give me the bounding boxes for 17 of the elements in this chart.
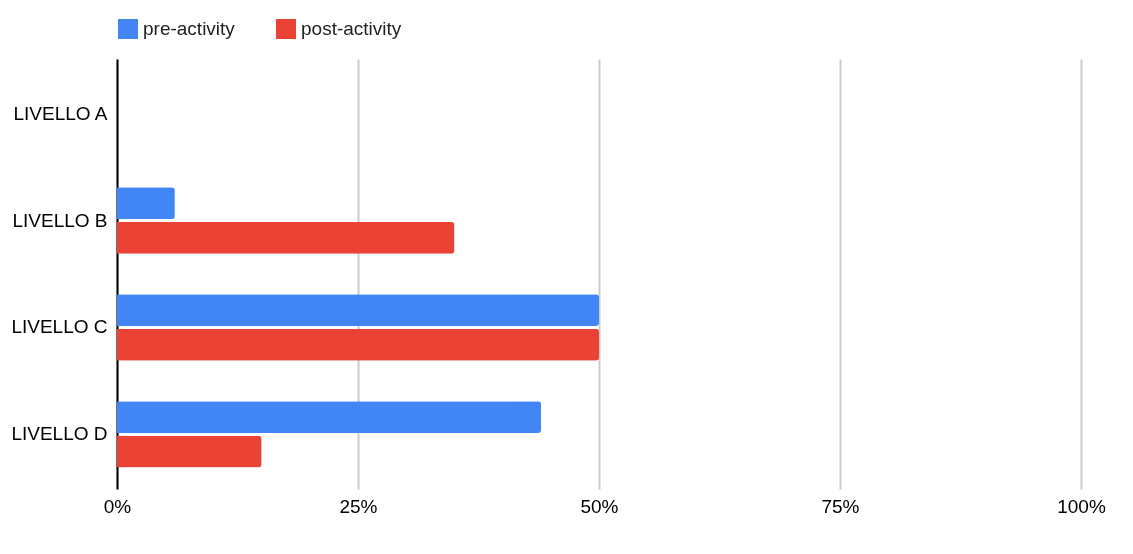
y-tick-label: LIVELLO D — [11, 423, 108, 445]
y-tick-label: LIVELLO A — [13, 102, 108, 124]
bar — [117, 221, 455, 254]
bar — [117, 401, 542, 434]
x-tick-label: 50% — [580, 495, 619, 517]
x-tick-label: 0% — [103, 495, 132, 517]
y-tick-label: LIVELLO C — [11, 316, 108, 338]
y-tick-label: LIVELLO B — [12, 209, 108, 231]
bar — [117, 328, 599, 361]
bar — [117, 187, 175, 220]
legend-label: pre-activity — [143, 18, 236, 39]
x-tick-label: 75% — [821, 495, 860, 517]
x-tick-label: 25% — [339, 495, 378, 517]
bar — [117, 435, 262, 468]
legend-label: post-activity — [301, 18, 402, 39]
x-tick-label: 100% — [1057, 495, 1106, 517]
bar — [117, 294, 599, 327]
